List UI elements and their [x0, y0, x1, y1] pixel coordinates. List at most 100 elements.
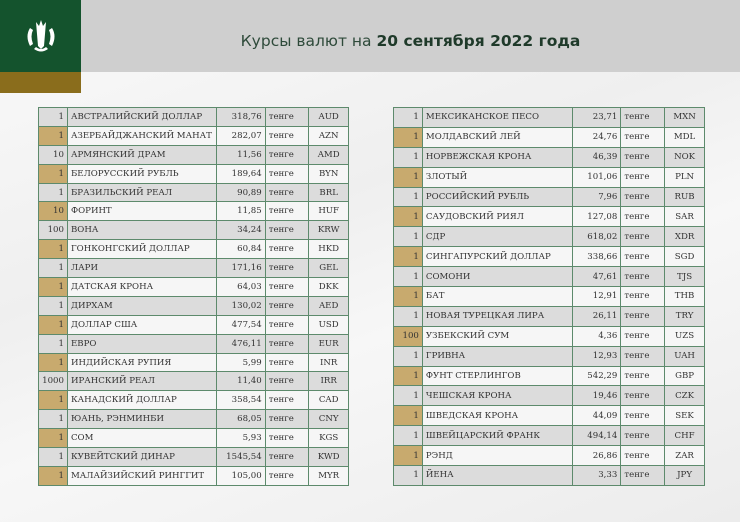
rate: 90,89 — [215, 182, 266, 203]
title-date: 20 сентября 2022 года — [376, 32, 581, 50]
unit: тенге — [264, 371, 310, 392]
rate: 127,08 — [571, 206, 622, 228]
currency-name: РЭНД — [421, 445, 573, 467]
unit: тенге — [620, 325, 666, 347]
unit: тенге — [264, 314, 310, 335]
logo — [0, 0, 81, 72]
table-row: 1 САУДОВСКИЙ РИЯЛ 127,08 тенге SAR — [393, 206, 705, 228]
currency-name: СДР — [421, 226, 573, 248]
table-row: 1 МАЛАЙЗИЙСКИЙ РИНГГИТ 105,00 тенге MYR — [38, 465, 349, 486]
unit: тенге — [264, 201, 310, 222]
nominal: 1 — [393, 166, 423, 188]
rate: 60,84 — [215, 239, 266, 260]
table-row: 1 КАНАДСКИЙ ДОЛЛАР 358,54 тенге CAD — [38, 390, 349, 411]
table-row: 1 СИНГАПУРСКИЙ ДОЛЛАР 338,66 тенге SGD — [393, 246, 705, 268]
currency-name: ДАТСКАЯ КРОНА — [66, 277, 217, 297]
nominal: 10 — [38, 144, 68, 165]
table-row: 1 МЕКСИКАНСКОЕ ПЕСО 23,71 тенге MXN — [393, 107, 705, 128]
rate: 542,29 — [571, 365, 622, 387]
table-row: 1 ЧЕШСКАЯ КРОНА 19,46 тенге CZK — [393, 385, 705, 407]
table-row: 1 РОССИЙСКИЙ РУБЛЬ 7,96 тенге RUB — [393, 186, 705, 208]
unit: тенге — [620, 465, 666, 486]
currency-code: KGS — [308, 428, 349, 449]
title-prefix: Курсы валют на — [240, 32, 377, 50]
nominal: 1 — [38, 277, 68, 297]
rate: 11,85 — [215, 201, 266, 222]
nominal: 1 — [38, 428, 68, 449]
currency-name: ГРИВНА — [421, 345, 573, 367]
table-row: 1 ДОЛЛАР США 477,54 тенге USD — [38, 314, 349, 335]
rate: 1545,54 — [215, 447, 266, 467]
currency-code: RUB — [664, 186, 705, 208]
table-row: 100 ВОНА 34,24 тенге KRW — [38, 220, 349, 241]
nominal: 100 — [393, 325, 423, 347]
unit: тенге — [264, 144, 310, 165]
currency-name: МЕКСИКАНСКОЕ ПЕСО — [421, 107, 573, 128]
nominal: 1 — [38, 314, 68, 335]
currency-code: PLN — [664, 166, 705, 188]
rate: 105,00 — [215, 465, 266, 486]
currency-name: ФУНТ СТЕРЛИНГОВ — [421, 365, 573, 387]
currency-name: НОВАЯ ТУРЕЦКАЯ ЛИРА — [421, 305, 573, 327]
unit: тенге — [620, 166, 666, 188]
rate: 171,16 — [215, 258, 266, 279]
currency-code: SGD — [664, 246, 705, 268]
rate: 47,61 — [571, 266, 622, 288]
table-row: 10 АРМЯНСКИЙ ДРАМ 11,56 тенге AMD — [38, 144, 349, 165]
unit: тенге — [620, 226, 666, 248]
currency-name: АЗЕРБАЙДЖАНСКИЙ МАНАТ — [66, 125, 217, 146]
currency-name: ШВЕДСКАЯ КРОНА — [421, 405, 573, 427]
nominal: 1 — [393, 186, 423, 208]
gold-accent-bar — [0, 72, 81, 93]
currency-name: БРАЗИЛЬСКИЙ РЕАЛ — [66, 182, 217, 203]
unit: тенге — [264, 125, 310, 146]
unit: тенге — [620, 206, 666, 228]
unit: тенге — [620, 345, 666, 367]
currency-code: BRL — [308, 182, 349, 203]
currency-code: CHF — [664, 425, 705, 447]
unit: тенге — [620, 146, 666, 168]
nominal: 1 — [38, 333, 68, 354]
currency-code: MDL — [664, 126, 705, 148]
rate: 44,09 — [571, 405, 622, 427]
table-row: 1 ШВЕДСКАЯ КРОНА 44,09 тенге SEK — [393, 405, 705, 427]
table-row: 1 АВСТРАЛИЙСКИЙ ДОЛЛАР 318,76 тенге AUD — [38, 107, 349, 127]
rates-table-left: 1 АВСТРАЛИЙСКИЙ ДОЛЛАР 318,76 тенге AUD 1 АЗЕР… — [38, 107, 349, 486]
rate: 282,07 — [215, 125, 266, 146]
unit: тенге — [620, 107, 666, 128]
rate: 494,14 — [571, 425, 622, 447]
table-row: 1 БАТ 12,91 тенге THB — [393, 286, 705, 307]
rate: 7,96 — [571, 186, 622, 208]
rate: 318,76 — [215, 107, 266, 127]
currency-name: СОМ — [66, 428, 217, 449]
currency-code: JPY — [664, 465, 705, 486]
currency-code: AZN — [308, 125, 349, 146]
page-title: Курсы валют на 20 сентября 2022 года — [81, 32, 740, 50]
rate: 476,11 — [215, 333, 266, 354]
currency-code: HUF — [308, 201, 349, 222]
unit: тенге — [264, 295, 310, 316]
unit: тенге — [264, 390, 310, 411]
nominal: 1 — [393, 126, 423, 148]
rate: 68,05 — [215, 409, 266, 430]
rate: 358,54 — [215, 390, 266, 411]
unit: тенге — [264, 277, 310, 297]
currency-code: CZK — [664, 385, 705, 407]
currency-name: СОМОНИ — [421, 266, 573, 288]
currency-name: УЗБЕКСКИЙ СУМ — [421, 325, 573, 347]
currency-name: ЛАРИ — [66, 258, 217, 279]
rates-table-right: 1 МЕКСИКАНСКОЕ ПЕСО 23,71 тенге MXN 1 МОЛДАВСК… — [393, 107, 705, 486]
table-row: 1 ЗЛОТЫЙ 101,06 тенге PLN — [393, 166, 705, 188]
nominal: 1 — [38, 352, 68, 373]
currency-code: MXN — [664, 107, 705, 128]
currency-name: КУВЕЙТСКИЙ ДИНАР — [66, 447, 217, 467]
national-bank-emblem-icon — [27, 20, 54, 52]
unit: тенге — [264, 428, 310, 449]
unit: тенге — [264, 163, 310, 184]
table-row: 1 ДИРХАМ 130,02 тенге AED — [38, 295, 349, 316]
rate: 12,93 — [571, 345, 622, 367]
currency-code: GBP — [664, 365, 705, 387]
table-row: 100 УЗБЕКСКИЙ СУМ 4,36 тенге UZS — [393, 325, 705, 347]
currency-name: ЕВРО — [66, 333, 217, 354]
rate: 34,24 — [215, 220, 266, 241]
